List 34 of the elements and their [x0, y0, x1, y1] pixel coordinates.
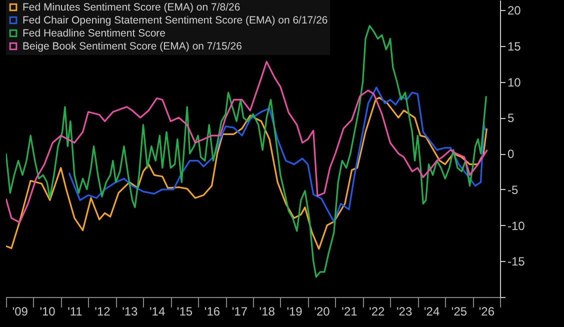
y-tick-label: -5: [508, 182, 518, 197]
y-tick-label: 15: [508, 39, 522, 54]
line-series: [68, 86, 486, 222]
x-tick-label: '17: [232, 304, 248, 318]
x-tick-label: '14: [149, 304, 166, 318]
x-tick-label: '23: [396, 304, 412, 318]
x-tick-label: '25: [451, 304, 468, 318]
line-series: [6, 96, 488, 250]
y-tick-label: 10: [508, 75, 522, 90]
x-tick-label: '24: [424, 304, 440, 318]
legend-label: Fed Minutes Sentiment Score (EMA) on 7/8/26: [22, 1, 240, 14]
x-tick-label: '18: [259, 304, 276, 318]
legend-label: Fed Chair Opening Statement Sentiment Score (EMA) on 6/17/26: [22, 14, 328, 26]
y-tick-label: -10: [508, 218, 526, 233]
x-tick-label: '21: [342, 304, 358, 318]
x-tick-label: '16: [204, 304, 220, 318]
y-tick-label: 20: [508, 4, 522, 18]
x-tick-label: '15: [176, 304, 193, 318]
line-series: [6, 25, 487, 278]
x-tick-label: '26: [478, 304, 495, 318]
x-tick-label: '11: [68, 304, 83, 318]
y-tick-label: 0: [508, 147, 514, 162]
x-tick-label: '20: [314, 304, 330, 318]
x-tick-label: '10: [40, 304, 56, 318]
y-tick-label: 5: [508, 111, 514, 126]
x-tick-label: '19: [286, 304, 303, 318]
x-tick-label: '13: [122, 304, 138, 318]
legend-label: Beige Book Sentiment Score (EMA) on 7/15/26: [22, 40, 242, 52]
legend-label: Fed Headline Sentiment Score: [22, 27, 166, 40]
x-tick-label: '09: [12, 304, 28, 318]
x-tick-label: '12: [94, 304, 111, 318]
line-series: [6, 60, 488, 224]
x-tick-label: '22: [369, 304, 386, 318]
y-tick-label: -15: [508, 254, 526, 269]
